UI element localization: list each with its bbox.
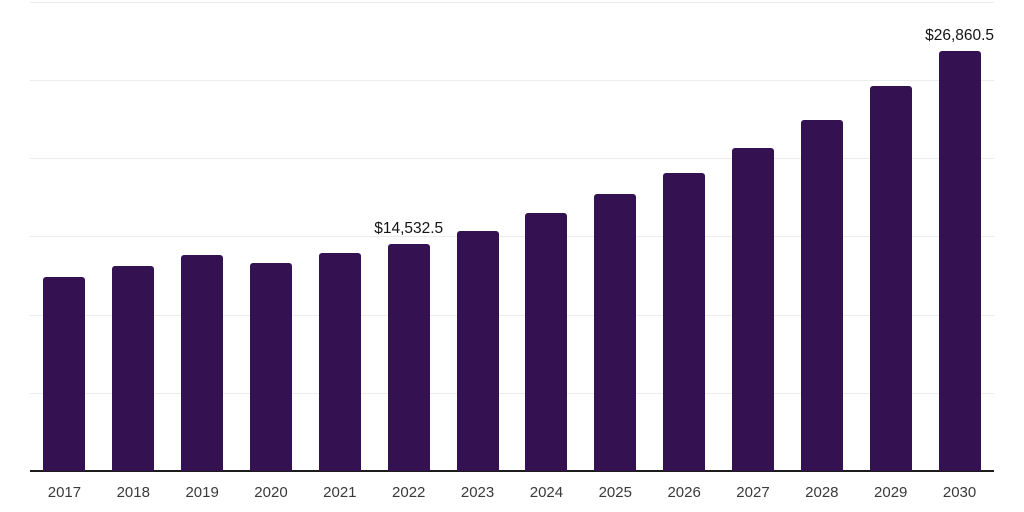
bar-2017 bbox=[43, 276, 86, 471]
x-tick-label-2019: 2019 bbox=[185, 484, 219, 501]
bar-2022 bbox=[387, 243, 430, 471]
gridline bbox=[30, 236, 994, 238]
gridline bbox=[30, 79, 994, 81]
x-tick-label-2029: 2029 bbox=[874, 484, 908, 501]
bar-2028 bbox=[800, 119, 843, 471]
x-axis-line bbox=[30, 470, 994, 472]
gridline bbox=[30, 314, 994, 316]
x-tick-label-2024: 2024 bbox=[529, 484, 564, 501]
x-tick-label-2018: 2018 bbox=[116, 484, 150, 501]
bar-2026 bbox=[663, 172, 706, 471]
bar-2025 bbox=[594, 194, 637, 471]
x-tick-label-2021: 2021 bbox=[323, 484, 357, 501]
x-tick-label-2030: 2030 bbox=[942, 484, 977, 501]
x-tick-label-2023: 2023 bbox=[460, 484, 495, 501]
gridline bbox=[30, 1, 994, 3]
x-tick-label-2028: 2028 bbox=[805, 484, 839, 501]
bar-2030 bbox=[938, 50, 981, 471]
x-tick-label-2022: 2022 bbox=[392, 484, 426, 501]
x-tick-label-2017: 2017 bbox=[47, 484, 82, 501]
gridline bbox=[30, 392, 994, 394]
data-label-2022: $14,532.5 bbox=[374, 219, 444, 237]
bar-2020 bbox=[250, 263, 292, 471]
gridline bbox=[30, 158, 994, 159]
bar-2029 bbox=[869, 86, 912, 471]
bar-2021 bbox=[318, 253, 361, 471]
bar-2027 bbox=[732, 148, 774, 471]
x-tick-label-2027: 2027 bbox=[736, 484, 770, 501]
x-tick-label-2025: 2025 bbox=[598, 484, 632, 501]
bar-2024 bbox=[525, 213, 568, 471]
x-tick-label-2026: 2026 bbox=[667, 484, 701, 501]
bar-2023 bbox=[456, 230, 499, 471]
data-label-2030: $26,860.5 bbox=[925, 26, 995, 44]
bar-2019 bbox=[181, 255, 224, 471]
x-tick-label-2020: 2020 bbox=[254, 484, 288, 501]
bar-2018 bbox=[112, 265, 155, 471]
